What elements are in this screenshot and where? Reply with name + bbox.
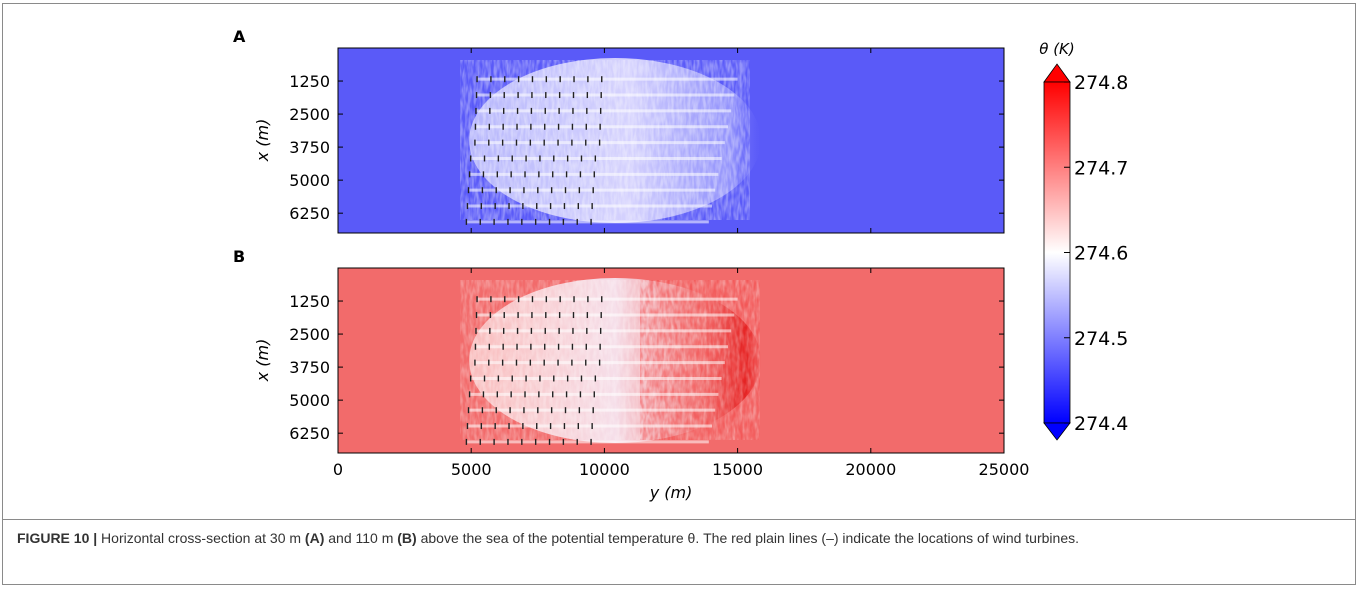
y-axis-label-b: x (m) [253,339,272,383]
figure-caption: FIGURE 10 | Horizontal cross-section at … [17,528,1327,549]
y-ticks-a: 1250 2500 3750 5000 6250 [289,72,1004,223]
colorbar-tick-label: 274.5 [1074,328,1128,350]
y-tick-label-a: 2500 [289,105,330,124]
plot-frame-a [337,47,1005,234]
turbines-a [465,76,738,225]
y-axis-label-a: x (m) [253,119,272,163]
y-tick-label-b: 5000 [289,391,330,410]
x-tick-label-b: 20000 [845,460,896,479]
y-tick-label-a: 1250 [289,72,330,91]
heatmap-a [338,48,1004,233]
warm-wake-texture-b [640,280,760,440]
caption-label-b: (B) [397,530,417,546]
turbines-b [465,296,738,445]
y-tick-label-b: 6250 [289,424,330,443]
colorbar-tick-label: 274.6 [1074,243,1128,265]
colorbar-tick-label: 274.4 [1074,413,1128,435]
x-tick-label-b: 5000 [451,460,492,479]
panel-b: B 1250 2500 3750 5000 6250 0 5000 10000 15000 20… [233,247,1029,502]
colorbar: θ (K) 274.8 274.7 274.6 274.5 274.4 [1039,40,1128,441]
colorbar-extend-min [1043,422,1071,441]
plot-frame-b [337,267,1005,454]
colorbar-extend-max [1043,63,1071,83]
panel-label-a: A [233,27,246,46]
caption-divider [2,519,1356,520]
x-tick-label-b: 0 [333,460,343,479]
figure-frame [2,3,1356,585]
caption-text-3: above the sea of the potential temperatu… [416,530,1079,546]
panel-a: A 1250 2500 3750 5000 6250 x (m) [233,27,1005,234]
turbulence-texture-a [460,60,750,220]
colorbar-ticks: 274.8 274.7 274.6 274.5 274.4 [1064,72,1128,435]
y-tick-label-a: 5000 [289,171,330,190]
colorbar-tick-label: 274.8 [1074,72,1128,94]
y-tick-label-a: 3750 [289,138,330,157]
figure-canvas: A 1250 2500 3750 5000 6250 x (m) B 1250 2500 3… [233,27,1128,502]
caption-text-2: and 110 m [324,530,398,546]
x-axis-label-b: y (m) [649,483,693,502]
x-tick-label-b: 10000 [579,460,630,479]
caption-text-1: Horizontal cross-section at 30 m [97,530,305,546]
x-ticks-b: 0 5000 10000 15000 20000 25000 [333,268,1030,479]
x-tick-label-b: 25000 [979,460,1030,479]
y-tick-label-b: 3750 [289,358,330,377]
panel-label-b: B [233,247,245,266]
y-tick-label-b: 2500 [289,325,330,344]
x-ticks-a [337,48,1005,233]
colorbar-title: θ (K) [1039,40,1075,58]
caption-figure-label: FIGURE 10 | [17,530,98,546]
y-tick-label-a: 6250 [289,204,330,223]
colorbar-tick-label: 274.7 [1074,157,1128,179]
x-tick-label-b: 15000 [712,460,763,479]
heatmap-b [338,268,1004,453]
y-tick-label-b: 1250 [289,292,330,311]
y-ticks-b: 1250 2500 3750 5000 6250 [289,292,1004,443]
caption-label-a: (A) [304,530,325,546]
